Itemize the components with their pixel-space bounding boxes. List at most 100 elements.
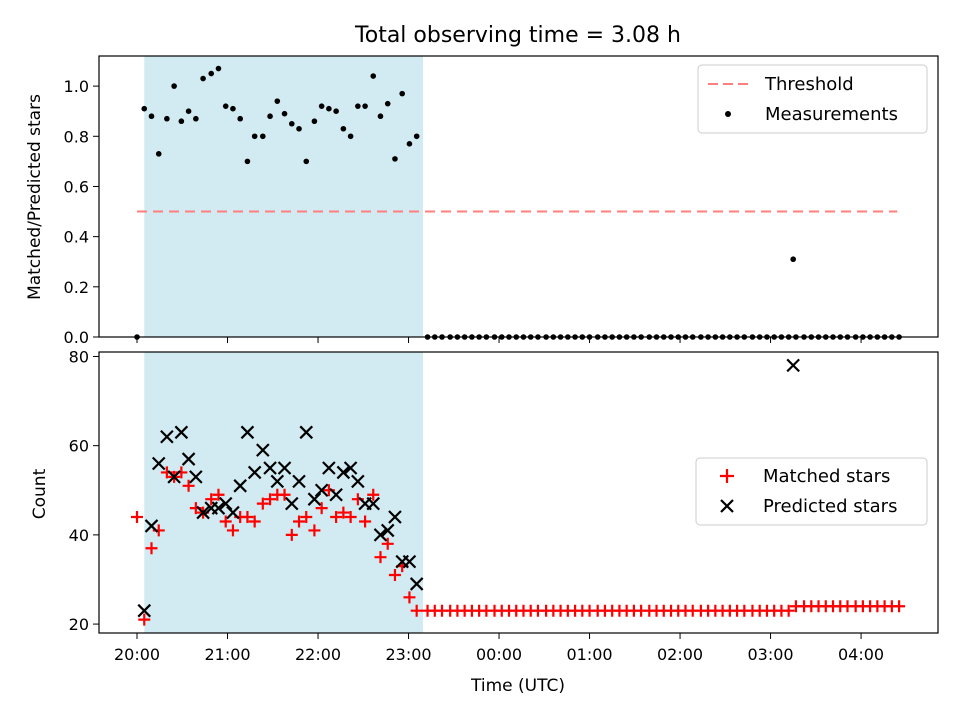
- top-legend: Threshold Measurements: [697, 64, 928, 134]
- x-tick-label: 20:00: [114, 645, 160, 664]
- measurement-point: [171, 83, 177, 89]
- measurement-point: [326, 105, 332, 112]
- top-data-marks: [134, 65, 902, 340]
- measurement-point: [260, 133, 266, 140]
- predicted-star-point: [409, 577, 424, 591]
- measurement-point: [193, 115, 199, 122]
- x-tick-label: 00:00: [476, 645, 522, 664]
- measurement-point: [178, 118, 185, 125]
- bottom-x-ticks: 20:00 21:00 22:00 23:00 00:00 01:00 02:00 03:00…: [114, 633, 884, 664]
- top-y-axis-label: Matched/Predicted stars: [25, 94, 45, 300]
- matched-star-point: [367, 488, 380, 501]
- measurement-point: [413, 133, 420, 140]
- predicted-star-point: [270, 474, 285, 489]
- matched-star-point: [388, 569, 401, 582]
- predicted-star-point: [402, 554, 417, 569]
- matched-star-point: [344, 511, 357, 524]
- matched-star-point: [248, 515, 261, 528]
- predicted-star-point: [314, 483, 329, 498]
- matched-star-point: [359, 515, 372, 528]
- top-y-tick-label: 1.0: [64, 77, 89, 96]
- predicted-star-point: [240, 425, 255, 440]
- measurement-point: [392, 156, 398, 162]
- measurement-point: [274, 98, 281, 104]
- matched-star-point: [374, 551, 387, 564]
- bottom-y-tick-label: 80: [69, 347, 89, 366]
- measurement-point: [200, 75, 206, 82]
- matched-legend-marker: [720, 469, 734, 483]
- matched-star-point: [293, 515, 306, 528]
- predicted-legend-label: Predicted stars: [763, 496, 897, 517]
- measurement-point: [318, 103, 325, 109]
- bottom-data-marks: [131, 358, 906, 626]
- measurement-point: [347, 133, 354, 140]
- top-shaded-region: [144, 56, 424, 337]
- top-y-tick-label: 0.4: [64, 228, 89, 247]
- predicted-star-point: [366, 496, 381, 511]
- x-tick-label: 02:00: [657, 645, 703, 664]
- matched-star-point: [893, 600, 906, 613]
- matched-star-point: [410, 604, 423, 617]
- predicted-star-point: [277, 461, 292, 475]
- bottom-legend-box: [695, 457, 928, 526]
- bottom-y-tick-label: 20: [69, 615, 89, 634]
- bottom-legend: Matched stars Predicted stars: [695, 457, 928, 526]
- measurement-point: [355, 103, 361, 109]
- measurement-point: [377, 113, 384, 120]
- measurement-point: [215, 65, 222, 72]
- matched-star-point: [285, 528, 298, 541]
- predicted-star-point: [336, 465, 351, 480]
- predicted-star-point: [329, 487, 343, 502]
- top-axes-frame: [98, 55, 939, 338]
- top-y-tick-label: 0.0: [64, 328, 89, 347]
- predicted-star-point: [299, 425, 314, 440]
- bottom-axes-frame: [98, 351, 939, 634]
- top-legend-box: [697, 64, 928, 134]
- predicted-star-point: [144, 519, 159, 533]
- measurement-point: [406, 141, 413, 147]
- matched-star-point: [330, 511, 343, 524]
- matched-legend-label: Matched stars: [763, 466, 890, 487]
- predicted-star-point: [167, 470, 181, 484]
- matched-star-point: [138, 613, 151, 626]
- measurement-point: [185, 108, 192, 114]
- top-y-tick-label: 0.6: [64, 177, 89, 196]
- measurement-point: [148, 113, 155, 120]
- x-tick-label: 21:00: [204, 645, 250, 664]
- measurements-legend-label: Measurements: [765, 104, 898, 125]
- predicted-star-point: [218, 496, 233, 511]
- measurement-point: [237, 115, 243, 122]
- top-panel: 0.0 0.2 0.4 0.6 0.8 1.0 Matched/Predicted sta…: [25, 55, 939, 347]
- measurement-point: [164, 115, 170, 122]
- matched-star-point: [205, 493, 218, 506]
- predicted-star-point: [388, 510, 402, 524]
- matched-star-point: [226, 524, 239, 537]
- threshold-legend-label: Threshold: [764, 74, 854, 95]
- predicted-star-point: [233, 479, 247, 493]
- measurement-point: [340, 125, 347, 132]
- predicted-star-point: [174, 425, 189, 440]
- predicted-star-point: [256, 443, 270, 457]
- measurements-legend-marker: [725, 111, 731, 117]
- predicted-star-point: [351, 474, 365, 489]
- top-y-tick-label: 0.2: [64, 278, 89, 297]
- measurement-point: [399, 90, 405, 97]
- measurement-point: [384, 100, 391, 107]
- matched-star-point: [782, 604, 795, 617]
- predicted-star-point: [226, 505, 240, 520]
- measurement-point: [141, 105, 148, 112]
- measurement-point: [790, 256, 796, 263]
- predicted-star-point: [322, 461, 336, 475]
- x-tick-label: 22:00: [295, 645, 341, 664]
- predicted-star-point: [151, 456, 166, 471]
- measurement-point: [230, 105, 236, 112]
- measurement-point: [333, 108, 339, 114]
- matched-star-point: [145, 542, 158, 555]
- matched-star-point: [182, 479, 195, 492]
- predicted-star-point: [196, 505, 210, 520]
- predicted-star-point: [181, 452, 196, 466]
- figure-title: Total observing time = 3.08 h: [354, 23, 681, 48]
- predicted-legend-marker: [720, 499, 734, 513]
- matched-star-point: [278, 488, 291, 501]
- measurement-point: [311, 118, 318, 125]
